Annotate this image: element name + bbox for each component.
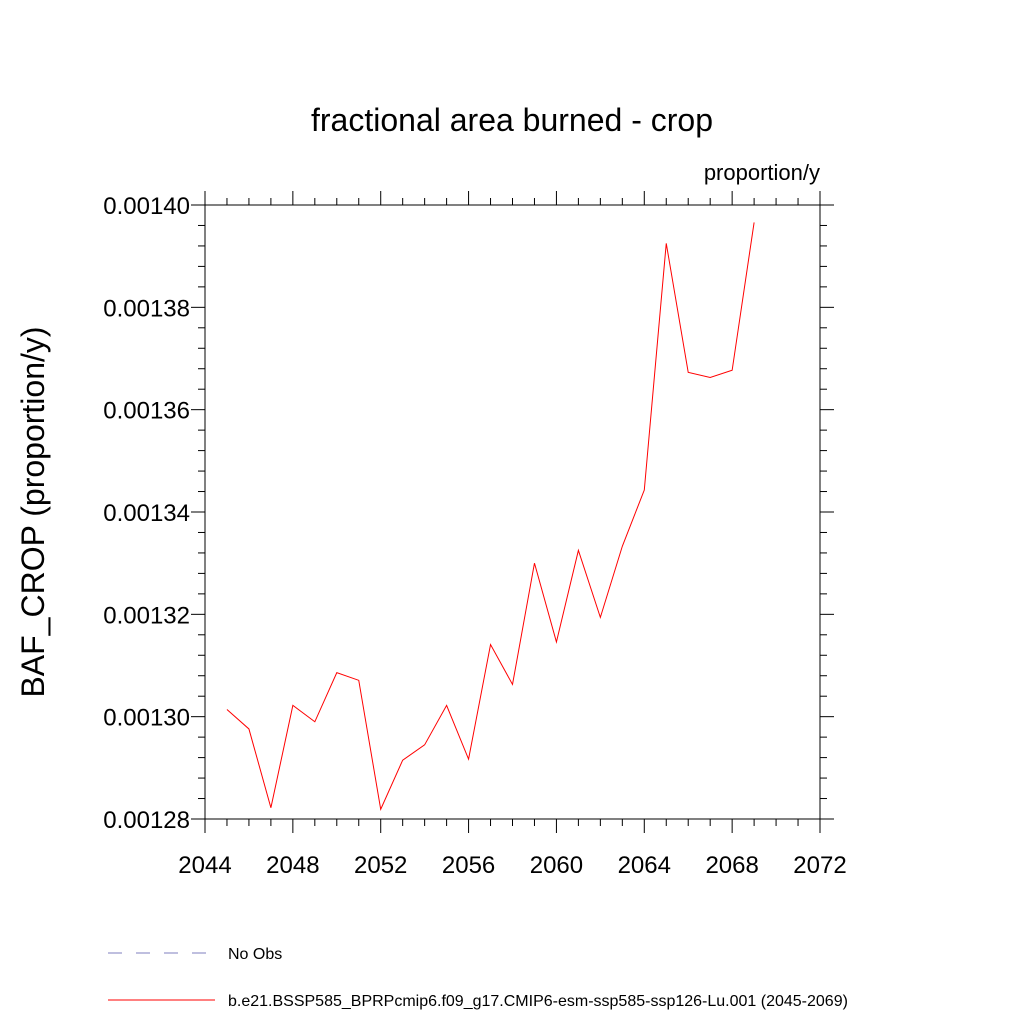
y-tick-label: 0.00136 bbox=[103, 398, 190, 425]
chart-units: proportion/y bbox=[704, 160, 820, 185]
x-tick-label: 2064 bbox=[618, 852, 671, 879]
x-tick-label: 2060 bbox=[530, 852, 583, 879]
y-tick-label: 0.00140 bbox=[103, 193, 190, 220]
legend-label-no-obs: No Obs bbox=[228, 946, 282, 963]
x-tick-labels: 2044 2048 2052 2056 2060 2064 2068 2072 bbox=[178, 852, 846, 879]
plot-frame bbox=[204, 204, 821, 820]
x-tick-label: 2056 bbox=[442, 852, 495, 879]
y-axis-label: BAF_CROP (proportion/y) bbox=[15, 326, 51, 697]
x-tick-label: 2052 bbox=[354, 852, 407, 879]
x-tick-label: 2072 bbox=[793, 852, 846, 879]
y-tick-label: 0.00138 bbox=[103, 295, 190, 322]
x-tick-label: 2044 bbox=[178, 852, 231, 879]
y-tick-label: 0.00130 bbox=[103, 705, 190, 732]
series-lines bbox=[226, 222, 755, 811]
chart-title: fractional area burned - crop bbox=[311, 102, 713, 138]
x-tick-label: 2068 bbox=[705, 852, 758, 879]
legend: No Obs b.e21.BSSP585_BPRPcmip6.f09_g17.C… bbox=[108, 946, 848, 1010]
y-tick-labels: 0.00128 0.00130 0.00132 0.00134 0.00136 0.001… bbox=[103, 193, 190, 834]
x-tick-label: 2048 bbox=[266, 852, 319, 879]
y-tick-label: 0.00128 bbox=[103, 807, 190, 834]
legend-label-series-1: b.e21.BSSP585_BPRPcmip6.f09_g17.CMIP6-es… bbox=[228, 993, 848, 1010]
y-tick-label: 0.00132 bbox=[103, 602, 190, 629]
series-line-1 bbox=[226, 222, 755, 811]
y-tick-label: 0.00134 bbox=[103, 500, 190, 527]
tick-marks bbox=[191, 191, 834, 833]
